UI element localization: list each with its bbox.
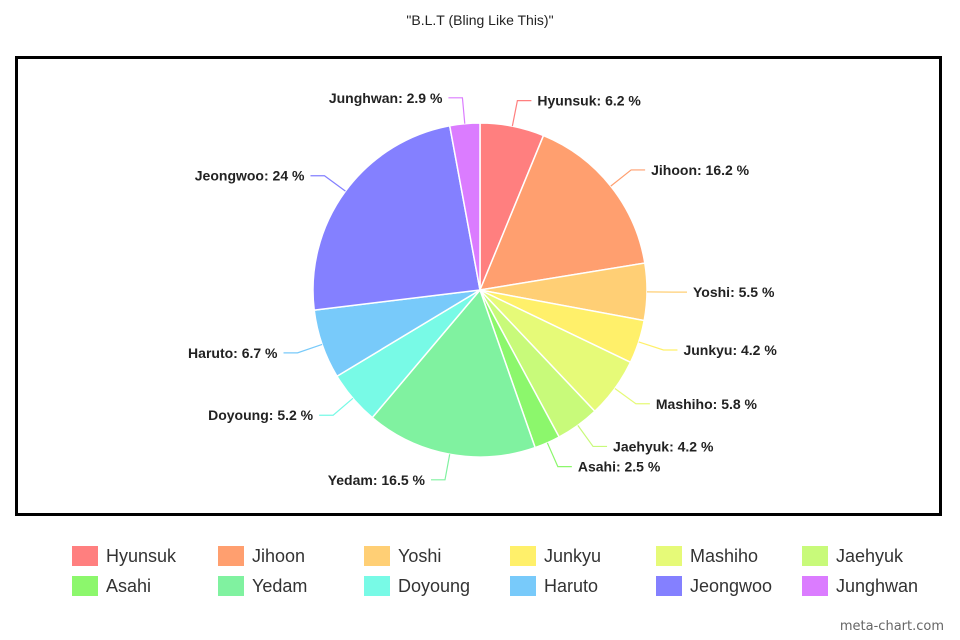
- legend-item-mashiho: Mashiho: [656, 546, 802, 566]
- legend-swatch: [364, 546, 390, 566]
- legend-item-jeongwoo: Jeongwoo: [656, 576, 802, 596]
- data-label-asahi: Asahi: 2.5 %: [578, 459, 661, 475]
- legend-swatch: [72, 576, 98, 596]
- data-label-hyunsuk: Hyunsuk: 6.2 %: [537, 93, 641, 109]
- plot-frame: [15, 56, 942, 516]
- data-label-haruto: Haruto: 6.7 %: [188, 345, 278, 361]
- legend-swatch: [510, 546, 536, 566]
- legend-label: Junkyu: [544, 545, 602, 566]
- leader-line-haruto: [283, 343, 323, 354]
- data-label-mashiho: Mashiho: 5.8 %: [656, 396, 758, 412]
- leader-line-jihoon: [610, 169, 646, 187]
- legend-swatch: [218, 546, 244, 566]
- legend: Hyunsuk Jihoon Yoshi Junkyu Mashiho Jaehyuk As…: [72, 546, 922, 596]
- legend-label: Jaehyuk: [836, 545, 904, 566]
- leader-line-asahi: [546, 442, 572, 468]
- legend-item-hyunsuk: Hyunsuk: [72, 546, 218, 566]
- data-label-jeongwoo: Jeongwoo: 24 %: [195, 168, 305, 184]
- legend-item-asahi: Asahi: [72, 576, 218, 596]
- data-label-junghwan: Junghwan: 2.9 %: [329, 90, 443, 106]
- leader-line-jaehyuk: [577, 425, 608, 448]
- legend-label: Mashiho: [690, 545, 759, 566]
- legend-swatch: [656, 576, 682, 596]
- legend-label: Yedam: [252, 575, 308, 596]
- leader-line-junkyu: [638, 341, 678, 351]
- legend-item-junkyu: Junkyu: [510, 546, 656, 566]
- legend-item-yoshi: Yoshi: [364, 546, 510, 566]
- legend-item-jihoon: Jihoon: [218, 546, 364, 566]
- leader-line-junghwan: [448, 97, 466, 124]
- data-label-doyoung: Doyoung: 5.2 %: [208, 407, 314, 423]
- leader-line-doyoung: [319, 397, 354, 416]
- legend-swatch: [656, 546, 682, 566]
- leader-line-yedam: [430, 454, 451, 481]
- pie-slice-yedam: [371, 288, 537, 458]
- data-label-yedam: Yedam: 16.5 %: [328, 472, 426, 488]
- legend-label: Hyunsuk: [106, 545, 177, 566]
- legend-item-haruto: Haruto: [510, 576, 656, 596]
- legend-item-jaehyuk: Jaehyuk: [802, 546, 948, 566]
- legend-swatch: [364, 576, 390, 596]
- legend-label: Jeongwoo: [690, 575, 773, 596]
- legend-swatch: [802, 576, 828, 596]
- chart-title: "B.L.T (Bling Like This)": [406, 12, 554, 28]
- legend-item-yedam: Yedam: [218, 576, 364, 596]
- legend-swatch: [218, 576, 244, 596]
- leader-line-jeongwoo: [310, 175, 346, 192]
- legend-swatch: [72, 546, 98, 566]
- data-label-jihoon: Jihoon: 16.2 %: [651, 162, 750, 178]
- legend-swatch: [802, 546, 828, 566]
- legend-label: Haruto: [544, 575, 599, 596]
- legend-label: Junghwan: [836, 575, 919, 596]
- data-label-yoshi: Yoshi: 5.5 %: [693, 284, 775, 300]
- legend-label: Yoshi: [398, 545, 442, 566]
- data-label-jaehyuk: Jaehyuk: 4.2 %: [613, 438, 714, 454]
- watermark: meta-chart.com: [839, 619, 944, 634]
- legend-item-doyoung: Doyoung: [364, 576, 510, 596]
- pie-slice-jeongwoo: [312, 124, 481, 312]
- legend-label: Jihoon: [252, 545, 306, 566]
- legend-item-junghwan: Junghwan: [802, 576, 948, 596]
- data-label-junkyu: Junkyu: 4.2 %: [683, 342, 777, 358]
- leader-line-hyunsuk: [511, 100, 532, 127]
- legend-swatch: [510, 576, 536, 596]
- legend-label: Doyoung: [398, 575, 471, 596]
- leader-line-mashiho: [614, 387, 650, 405]
- legend-label: Asahi: [106, 575, 152, 596]
